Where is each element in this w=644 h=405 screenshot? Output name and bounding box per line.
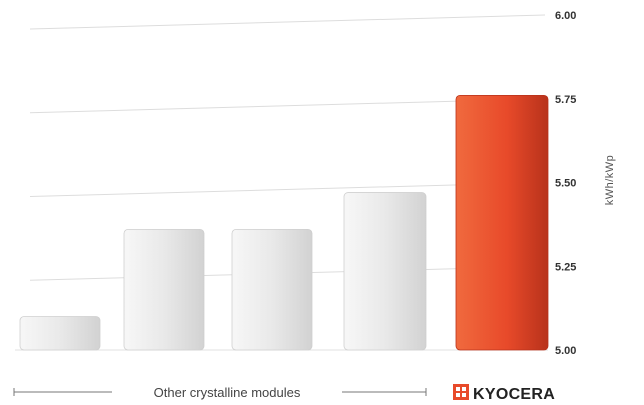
y-axis-title: kWh/kWp bbox=[604, 155, 616, 206]
y-tick-label: 5.25 bbox=[555, 261, 576, 273]
kyocera-brand: KYOCERA bbox=[453, 384, 555, 403]
bars bbox=[19, 95, 549, 351]
y-tick-label: 6.00 bbox=[555, 10, 576, 22]
grid-line bbox=[29, 14, 546, 30]
group-label-other: Other crystalline modules bbox=[154, 385, 301, 400]
kyocera-logo-icon bbox=[453, 384, 469, 400]
bar-kyocera bbox=[455, 95, 549, 351]
y-tick-label: 5.00 bbox=[555, 345, 576, 357]
group-bracket-other: Other crystalline modules bbox=[13, 385, 427, 400]
y-tick-label: 5.50 bbox=[555, 178, 576, 190]
bar-other-3 bbox=[231, 228, 313, 351]
y-tick-label: 5.75 bbox=[555, 94, 576, 106]
bar-other-1 bbox=[19, 316, 101, 351]
bar-other-4 bbox=[343, 192, 427, 351]
bar-other-2 bbox=[123, 228, 205, 351]
y-tick-labels: 5.00 5.25 5.50 5.75 6.00 bbox=[555, 10, 576, 357]
kyocera-brand-text: KYOCERA bbox=[473, 386, 555, 403]
